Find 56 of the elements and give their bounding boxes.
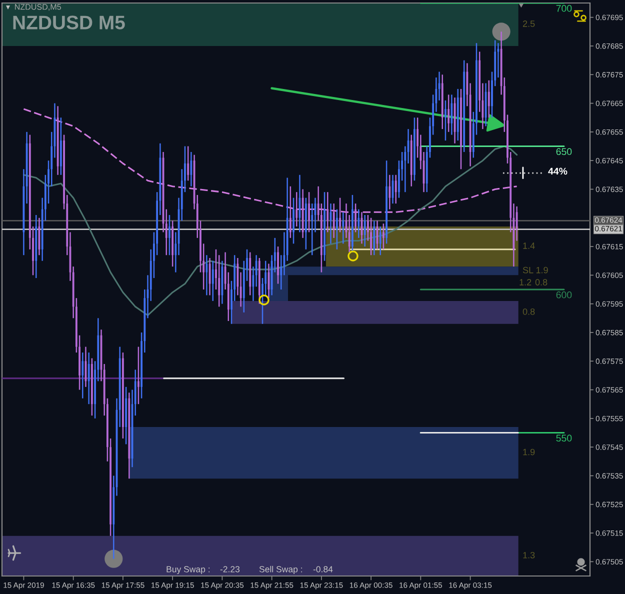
- annotation: -0.84: [313, 566, 333, 572]
- candlestick: [277, 246, 279, 284]
- candlestick: [450, 94, 453, 136]
- candlestick: [373, 220, 376, 256]
- candlestick: [388, 174, 391, 210]
- candlestick: [342, 212, 344, 244]
- annotation: -2.23: [220, 566, 240, 572]
- band-label: SL 1.9: [522, 266, 548, 274]
- series-label: 650: [556, 148, 572, 156]
- candlestick: [336, 208, 338, 250]
- candlestick: [379, 226, 382, 256]
- band-label: 2.5: [522, 20, 535, 27]
- series-label: 600: [556, 291, 572, 298]
- candlestick: [137, 346, 140, 405]
- annotation: 0.8: [535, 279, 548, 286]
- candlestick: [414, 116, 416, 182]
- band-label: 1.3: [523, 552, 535, 558]
- candlestick: [308, 191, 310, 233]
- candlestick: [88, 352, 90, 405]
- candlestick: [444, 100, 446, 142]
- candlestick: [268, 263, 270, 299]
- candlestick: [326, 191, 329, 233]
- series-label: 550: [556, 434, 572, 442]
- text: NZDUSD M5: [13, 16, 125, 30]
- candlestick: [125, 386, 128, 445]
- candlestick: [448, 94, 450, 133]
- candlestick: [394, 174, 397, 204]
- candlestick: [190, 151, 192, 187]
- candlestick: [168, 214, 170, 256]
- candlestick: [354, 202, 357, 233]
- series-label: 700: [556, 4, 572, 12]
- candlestick: [460, 88, 462, 170]
- candlestick: [82, 352, 84, 399]
- chart-subtitle: NZDUSD,M5: [15, 4, 61, 11]
- band-label: 1.4: [523, 242, 535, 249]
- candlestick: [289, 186, 292, 239]
- annotation: 1.2: [520, 279, 532, 286]
- candlestick: [206, 254, 208, 296]
- annotation: 44%: [548, 168, 568, 175]
- candlestick: [364, 214, 366, 248]
- band-label: 1.9: [523, 448, 535, 456]
- candlestick: [187, 146, 190, 182]
- annotation: Buy Swap :: [166, 566, 210, 574]
- candlestick: [332, 202, 335, 239]
- candlestick: [488, 80, 490, 118]
- candlestick: [370, 217, 372, 256]
- candlestick: [358, 208, 360, 239]
- candlestick: [296, 191, 298, 228]
- candlestick: [212, 260, 214, 302]
- candlestick: [324, 191, 326, 262]
- line-series: [22, 145, 518, 316]
- candlestick: [292, 197, 294, 244]
- band-label: 0.8: [522, 308, 535, 315]
- candlestick: [339, 197, 341, 233]
- candlestick: [382, 222, 384, 250]
- annotation: Sell Swap :: [259, 566, 302, 574]
